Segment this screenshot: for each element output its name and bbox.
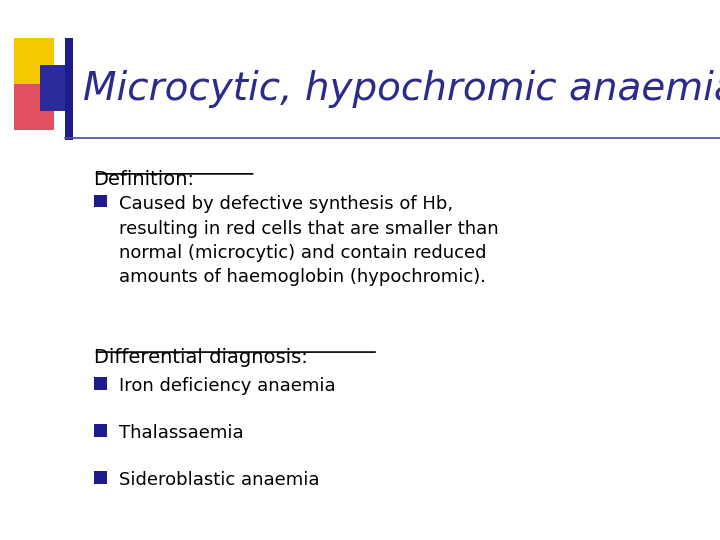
Bar — [94, 471, 107, 484]
Bar — [94, 424, 107, 437]
Bar — [40, 65, 72, 111]
Bar — [94, 195, 107, 207]
Bar — [94, 377, 107, 390]
Text: Caused by defective synthesis of Hb,
resulting in red cells that are smaller tha: Caused by defective synthesis of Hb, res… — [119, 195, 498, 286]
Text: Iron deficiency anaemia: Iron deficiency anaemia — [119, 377, 336, 395]
Text: Definition:: Definition: — [94, 170, 194, 189]
Bar — [65, 38, 73, 140]
Bar — [14, 38, 54, 84]
Text: Microcytic, hypochromic anaemia: Microcytic, hypochromic anaemia — [83, 70, 720, 108]
Bar — [14, 84, 54, 130]
Text: Sideroblastic anaemia: Sideroblastic anaemia — [119, 471, 319, 489]
Text: Thalassaemia: Thalassaemia — [119, 424, 243, 442]
Text: Differential diagnosis:: Differential diagnosis: — [94, 348, 307, 367]
